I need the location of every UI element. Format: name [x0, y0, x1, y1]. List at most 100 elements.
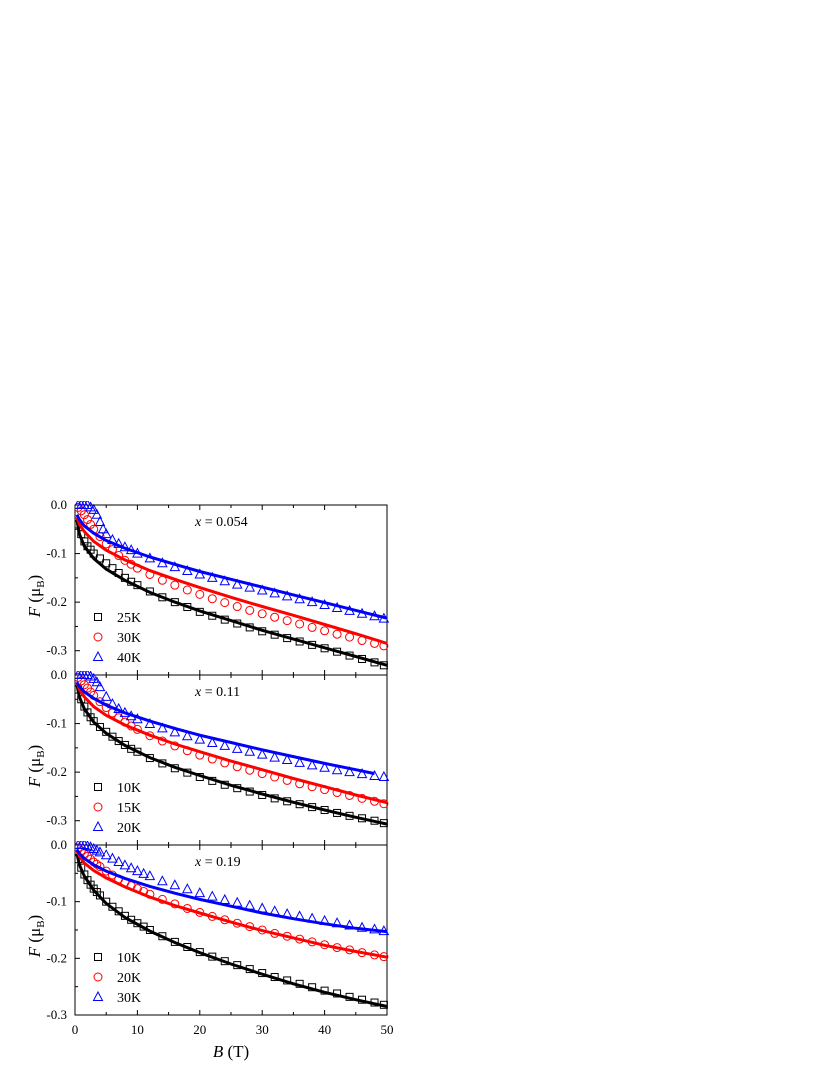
fit-line — [75, 514, 388, 620]
y-tick-label: -0.2 — [46, 594, 67, 609]
data-point-circle — [182, 585, 192, 595]
fit-line — [75, 850, 388, 959]
y-tick-label: -0.2 — [46, 764, 67, 779]
panel-annotation: x = 0.11 — [194, 685, 240, 700]
data-point-triangle — [194, 887, 206, 898]
y-axis-subscript: B — [35, 580, 47, 587]
data-point-triangle — [107, 852, 118, 863]
y-axis-title: F (μB) — [25, 575, 47, 618]
data-point-triangle — [113, 855, 125, 866]
y-tick-label: -0.1 — [46, 894, 67, 909]
panel-3: 0.0 -0.1 -0.2 -0.3 x = 0.19 10K 20K 30K F (μB) 0 1… — [25, 837, 394, 1061]
legend-label: 30K — [117, 991, 141, 1006]
legend: 10K 15K 20K — [92, 781, 141, 836]
data-point-triangle — [100, 849, 112, 860]
data-point-triangle — [244, 581, 256, 592]
data-layer — [75, 671, 390, 828]
data-point-triangle — [82, 671, 93, 679]
data-point-triangle — [344, 919, 355, 930]
data-point-circle — [379, 799, 389, 809]
data-point-triangle — [157, 722, 168, 733]
data-point-triangle — [119, 859, 131, 870]
y-axis-title: F (μB) — [25, 915, 47, 958]
fit-line — [75, 853, 388, 1008]
y-tick-label: 0.0 — [51, 667, 67, 682]
x-axis-unit: (T) — [223, 1042, 249, 1061]
panel-annotation: x = 0.19 — [194, 855, 241, 870]
x-tick-label: 10 — [131, 1022, 144, 1037]
legend-marker-triangle — [92, 990, 104, 1001]
data-point-circle — [332, 629, 342, 639]
data-point-triangle — [269, 587, 281, 598]
data-point-triangle — [97, 523, 109, 534]
data-point-triangle — [181, 883, 193, 894]
data-point-triangle — [344, 766, 355, 777]
panel-annotation: x = 0.054 — [194, 515, 248, 530]
data-point-circle — [86, 519, 96, 529]
data-point-circle — [282, 616, 292, 626]
legend-label: 40K — [117, 651, 141, 666]
data-point-circle — [232, 602, 242, 612]
data-point-triangle — [91, 676, 103, 687]
annotation-value: = 0.19 — [201, 855, 240, 870]
x-axis-title: B (T) — [213, 1042, 249, 1061]
legend-label: 30K — [117, 631, 141, 646]
x-axis-var: B — [213, 1042, 224, 1061]
annotation-value: = 0.11 — [201, 685, 240, 700]
fit-line — [75, 848, 388, 934]
data-point-triangle — [169, 879, 181, 890]
fit-line — [75, 681, 375, 776]
data-point-triangle — [125, 862, 137, 873]
data-point-triangle — [231, 896, 243, 907]
legend-label: 20K — [117, 971, 141, 986]
annotation-variable: x — [194, 685, 202, 700]
data-point-triangle — [91, 508, 103, 519]
data-point-triangle — [294, 756, 305, 767]
data-point-circle — [170, 580, 180, 590]
y-tick-label: -0.1 — [46, 716, 67, 731]
data-point-triangle — [219, 739, 231, 750]
data-point-triangle — [82, 841, 93, 851]
data-point-triangle — [219, 893, 231, 904]
data-point-circle — [295, 619, 305, 629]
legend-label: 10K — [117, 781, 141, 796]
data-point-circle — [95, 697, 105, 707]
data-point-circle — [79, 510, 89, 520]
x-tick-label: 50 — [381, 1022, 394, 1037]
data-point-triangle — [356, 921, 368, 932]
legend-marker-circle — [93, 802, 103, 812]
legend-label: 15K — [117, 801, 141, 816]
annotation-value: = 0.054 — [201, 515, 247, 530]
data-point-circle — [207, 594, 217, 604]
y-axis-var: F — [25, 606, 44, 618]
annotation-variable: x — [194, 515, 202, 530]
fit-line — [75, 684, 388, 826]
data-point-square — [89, 717, 98, 726]
y-axis-var: F — [25, 776, 44, 788]
x-tick-label: 30 — [256, 1022, 269, 1037]
data-point-circle — [270, 612, 280, 622]
data-point-triangle — [244, 899, 256, 910]
data-point-triangle — [88, 503, 100, 514]
data-point-triangle — [281, 753, 293, 764]
data-point-triangle — [157, 875, 168, 886]
data-point-triangle — [269, 751, 281, 762]
data-point-triangle — [144, 870, 156, 881]
legend-marker-square — [94, 613, 102, 621]
legend-label: 20K — [117, 821, 141, 836]
data-point-circle — [345, 632, 355, 642]
data-point-triangle — [369, 769, 380, 781]
y-axis-subscript: B — [35, 750, 47, 757]
fit-line — [75, 519, 388, 667]
x-tick-label: 0 — [72, 1022, 79, 1037]
legend: 10K 20K 30K — [92, 951, 141, 1006]
data-point-triangle — [256, 584, 268, 595]
data-point-square — [379, 661, 388, 670]
data-point-circle — [220, 598, 230, 608]
data-point-triangle — [100, 528, 112, 539]
data-point-triangle — [306, 759, 318, 770]
y-tick-label: 0.0 — [51, 497, 67, 512]
data-point-triangle — [94, 681, 106, 692]
data-point-triangle — [231, 578, 243, 589]
data-point-circle — [245, 605, 255, 615]
